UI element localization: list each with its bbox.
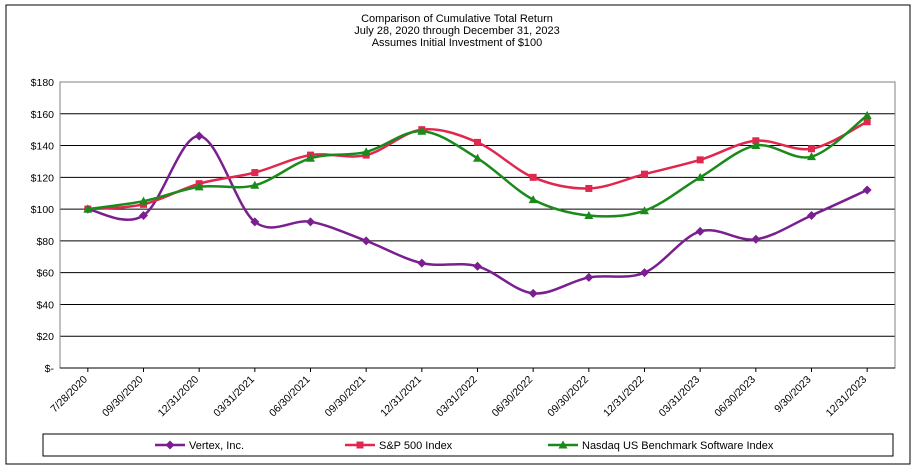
legend-marker: [165, 440, 175, 450]
legend-label: S&P 500 Index: [379, 440, 453, 452]
y-tick-label: $60: [36, 268, 54, 280]
y-tick-label: $80: [36, 236, 54, 248]
data-point: [807, 210, 816, 220]
series-3: [83, 110, 872, 219]
legend: Vertex, Inc. S&P 500 Index Nasdaq US Bench…: [42, 433, 894, 457]
data-point: [194, 131, 204, 141]
data-point: [251, 169, 259, 177]
data-point: [640, 268, 649, 278]
data-point: [306, 153, 315, 162]
data-point: [808, 145, 815, 153]
data-point: [139, 210, 148, 220]
data-point: [751, 234, 761, 244]
data-point: [250, 180, 260, 189]
y-tick-label: $120: [31, 172, 55, 184]
data-point: [752, 137, 760, 145]
data-point: [417, 126, 427, 135]
data-point: [751, 141, 761, 150]
legend-label: Vertex, Inc.: [189, 440, 244, 452]
data-point: [417, 258, 427, 268]
data-point: [361, 147, 371, 156]
data-point: [474, 138, 481, 146]
data-point: [863, 118, 871, 126]
data-point: [584, 210, 594, 219]
series-lines: [83, 110, 872, 298]
data-point: [250, 217, 260, 227]
legend-marker: [558, 440, 568, 449]
legend-box: [42, 433, 894, 457]
series-1: [83, 131, 872, 298]
data-point: [695, 226, 705, 236]
data-point: [529, 173, 537, 181]
y-tick-label: $40: [36, 299, 54, 311]
y-tick-label: $100: [31, 204, 55, 216]
data-point: [641, 170, 648, 178]
y-tick-label: $-: [45, 363, 55, 375]
data-point: [473, 153, 482, 162]
data-point: [862, 110, 872, 119]
data-point: [584, 272, 594, 282]
data-point: [528, 195, 538, 204]
y-tick-label: $160: [31, 109, 55, 121]
legend-label: Nasdaq US Benchmark Software Index: [582, 440, 774, 452]
data-point: [585, 184, 593, 192]
chart-title: Comparison of Cumulative Total ReturnJul…: [354, 13, 559, 49]
data-point: [807, 152, 816, 161]
data-point: [139, 196, 148, 205]
y-tick-label: $20: [36, 331, 54, 343]
data-point: [83, 204, 93, 213]
data-point: [862, 185, 872, 195]
y-tick-label: $140: [31, 141, 55, 153]
chart-title-line: Assumes Initial Investment of $100: [372, 37, 543, 49]
data-point: [473, 261, 482, 271]
data-point: [194, 182, 204, 191]
series-line: [87, 114, 868, 218]
y-tick-label: $180: [31, 77, 55, 89]
chart-title-line: Comparison of Cumulative Total Return: [361, 13, 553, 25]
data-point: [640, 206, 649, 215]
data-point: [695, 172, 705, 181]
data-point: [528, 288, 538, 298]
legend-marker: [356, 441, 364, 449]
data-point: [306, 217, 315, 227]
chart-title-line: July 28, 2020 through December 31, 2023: [354, 25, 559, 37]
data-point: [361, 236, 371, 246]
data-point: [696, 156, 704, 164]
